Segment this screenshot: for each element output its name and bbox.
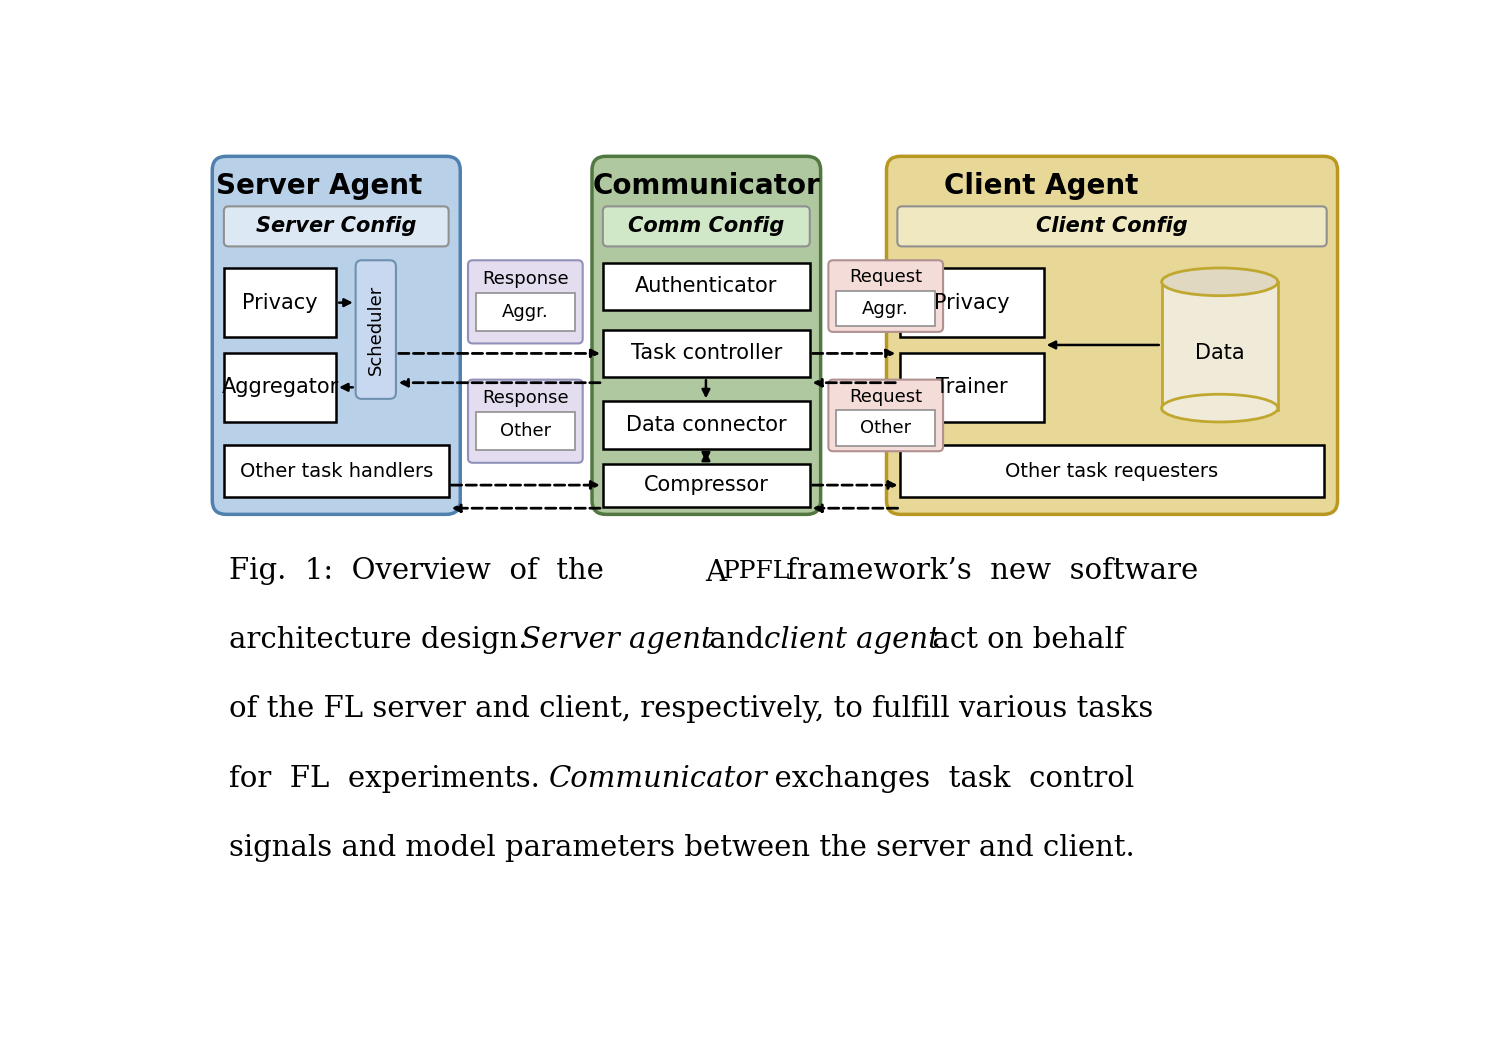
Text: Aggregator: Aggregator — [221, 378, 339, 397]
Text: architecture design.: architecture design. — [230, 626, 537, 654]
Text: Response: Response — [482, 270, 569, 288]
Ellipse shape — [1161, 268, 1278, 296]
Bar — [224, 353, 336, 422]
Text: Communicator: Communicator — [549, 765, 768, 793]
FancyBboxPatch shape — [224, 206, 449, 247]
Text: Privacy: Privacy — [242, 293, 318, 313]
Text: Other: Other — [860, 419, 912, 437]
FancyBboxPatch shape — [469, 380, 582, 462]
Text: Authenticator: Authenticator — [635, 276, 777, 296]
Text: Server agent: Server agent — [522, 626, 714, 654]
Text: Server Config: Server Config — [256, 217, 416, 236]
Text: Server Agent: Server Agent — [216, 172, 422, 200]
Text: signals and model parameters between the server and client.: signals and model parameters between the… — [230, 834, 1136, 862]
Text: for  FL  experiments.: for FL experiments. — [230, 765, 558, 793]
Text: Other: Other — [500, 423, 550, 440]
Text: A: A — [705, 559, 726, 587]
Bar — [224, 268, 336, 337]
Ellipse shape — [1161, 394, 1278, 422]
Text: Data connector: Data connector — [626, 415, 786, 435]
Text: exchanges  task  control: exchanges task control — [756, 765, 1134, 793]
Text: Client Config: Client Config — [1036, 217, 1188, 236]
FancyBboxPatch shape — [829, 260, 943, 332]
Text: Communicator: Communicator — [593, 172, 820, 200]
Text: Request: Request — [850, 388, 922, 406]
Text: of the FL server and client, respectively, to fulfill various tasks: of the FL server and client, respectivel… — [230, 696, 1154, 724]
Bar — [476, 293, 575, 332]
Text: Request: Request — [850, 268, 922, 287]
Text: PPFL: PPFL — [723, 560, 791, 583]
FancyBboxPatch shape — [829, 380, 943, 451]
FancyBboxPatch shape — [593, 156, 821, 515]
Text: Privacy: Privacy — [934, 293, 1010, 313]
Text: Compressor: Compressor — [644, 476, 768, 496]
Text: Data: Data — [1194, 343, 1244, 363]
Text: Fig.  1:  Overview  of  the: Fig. 1: Overview of the — [230, 556, 623, 585]
Bar — [224, 445, 449, 498]
Bar — [603, 329, 810, 378]
Bar — [603, 402, 810, 449]
FancyBboxPatch shape — [469, 260, 582, 343]
Bar — [901, 445, 1323, 498]
Text: Response: Response — [482, 389, 569, 407]
Text: Other task requesters: Other task requesters — [1005, 461, 1219, 481]
Bar — [603, 263, 810, 311]
FancyBboxPatch shape — [897, 206, 1326, 247]
Bar — [476, 412, 575, 451]
FancyBboxPatch shape — [212, 156, 460, 515]
Text: and: and — [700, 626, 773, 654]
Text: Other task handlers: Other task handlers — [239, 461, 432, 481]
Text: Client Agent: Client Agent — [945, 172, 1139, 200]
Bar — [901, 268, 1043, 337]
Text: Aggr.: Aggr. — [502, 303, 549, 321]
Bar — [1161, 281, 1278, 410]
Bar — [603, 464, 810, 506]
FancyBboxPatch shape — [355, 260, 396, 399]
FancyBboxPatch shape — [886, 156, 1338, 515]
FancyBboxPatch shape — [603, 206, 810, 247]
Bar — [836, 291, 936, 326]
Text: Task controller: Task controller — [631, 343, 782, 363]
Text: Comm Config: Comm Config — [627, 217, 785, 236]
Text: framework’s  new  software: framework’s new software — [768, 556, 1198, 585]
Text: Aggr.: Aggr. — [862, 300, 909, 318]
Text: Scheduler: Scheduler — [367, 285, 384, 374]
Text: Trainer: Trainer — [936, 378, 1009, 397]
Bar — [836, 410, 936, 446]
Text: client agent: client agent — [764, 626, 940, 654]
Text: act on behalf: act on behalf — [922, 626, 1125, 654]
Bar — [901, 353, 1043, 422]
